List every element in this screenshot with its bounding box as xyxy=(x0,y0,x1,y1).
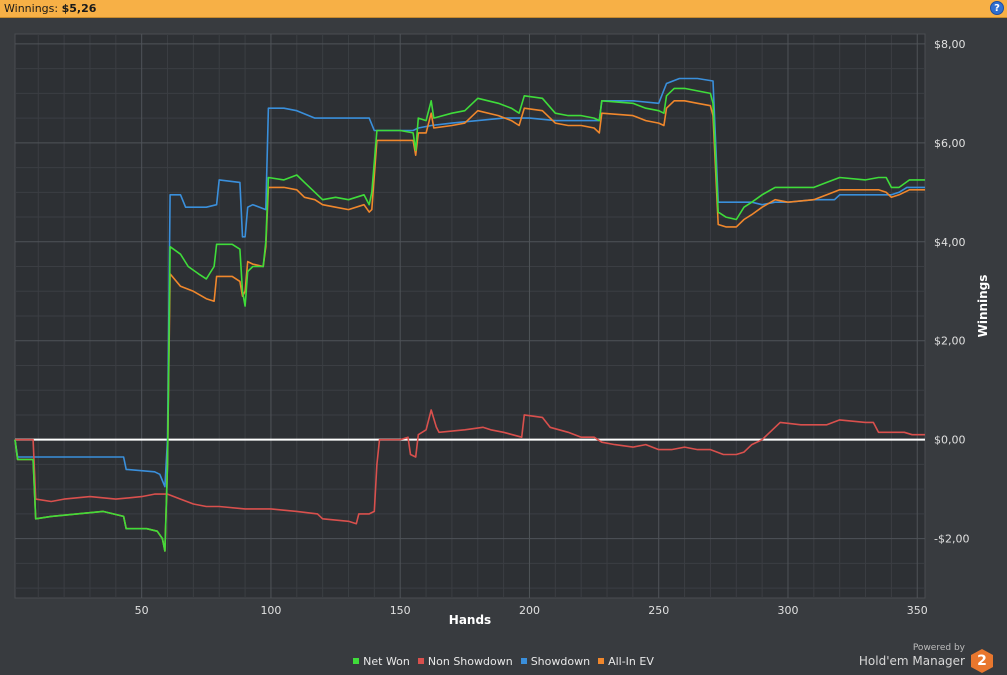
help-icon[interactable]: ? xyxy=(990,1,1004,15)
x-tick-label: 200 xyxy=(519,604,540,617)
brand-powered-by: Powered by xyxy=(912,643,965,653)
y-tick-label: $4,00 xyxy=(934,236,966,249)
y-tick-label: $2,00 xyxy=(934,335,966,348)
legend-swatch xyxy=(598,658,605,664)
x-axis-label: Hands xyxy=(449,613,491,627)
legend-label: Non Showdown xyxy=(427,655,513,668)
legend-label: All-In EV xyxy=(608,655,654,668)
legend-item-all-in-ev[interactable]: All-In EV xyxy=(598,655,654,668)
legend-item-non-showdown[interactable]: Non Showdown xyxy=(417,655,513,668)
y-tick-label: $0,00 xyxy=(934,434,966,447)
series-lines xyxy=(14,77,925,552)
title-bar: Winnings: $5,26 ? xyxy=(0,0,1007,18)
legend-label: Showdown xyxy=(530,655,591,668)
y-tick-label: $6,00 xyxy=(934,137,966,150)
x-tick-label: 250 xyxy=(648,604,669,617)
x-tick-label: 300 xyxy=(777,604,798,617)
x-tick-label: 150 xyxy=(390,604,411,617)
legend-label: Net Won xyxy=(363,655,410,668)
winnings-summary: Winnings: $5,26 xyxy=(4,2,96,15)
x-tick-label: 50 xyxy=(135,604,149,617)
legend: Net Won Non Showdown Showdown All-In EV xyxy=(0,655,1007,668)
x-tick-label: 100 xyxy=(260,604,281,617)
legend-item-net-won[interactable]: Net Won xyxy=(353,655,410,668)
legend-swatch xyxy=(520,658,527,664)
y-tick-label: -$2,00 xyxy=(934,533,969,546)
series-net-won-line xyxy=(14,87,925,552)
brand: Powered by Hold'em Manager 2 xyxy=(858,643,993,673)
winnings-value: $5,26 xyxy=(61,2,97,15)
brand-name: Hold'em Manager xyxy=(858,654,965,668)
legend-swatch xyxy=(353,658,360,664)
legend-swatch xyxy=(417,658,424,664)
winnings-label: Winnings: xyxy=(4,2,59,15)
hem2-logo-icon: 2 xyxy=(971,649,993,673)
y-axis-label: Winnings xyxy=(976,275,990,338)
legend-item-showdown[interactable]: Showdown xyxy=(520,655,591,668)
x-tick-label: 350 xyxy=(907,604,928,617)
y-tick-label: $8,00 xyxy=(934,38,966,51)
winnings-chart: 50 100 150 200 250 300 350 -$2,00 $0,00 $2,00 $4,0… xyxy=(14,33,990,627)
axis-ticks: 50 100 150 200 250 300 350 -$2,00 $0,00 $2,00 $4,0… xyxy=(135,38,970,617)
series-all-in-ev-line xyxy=(14,100,925,552)
series-non-showdown-line xyxy=(15,409,925,525)
